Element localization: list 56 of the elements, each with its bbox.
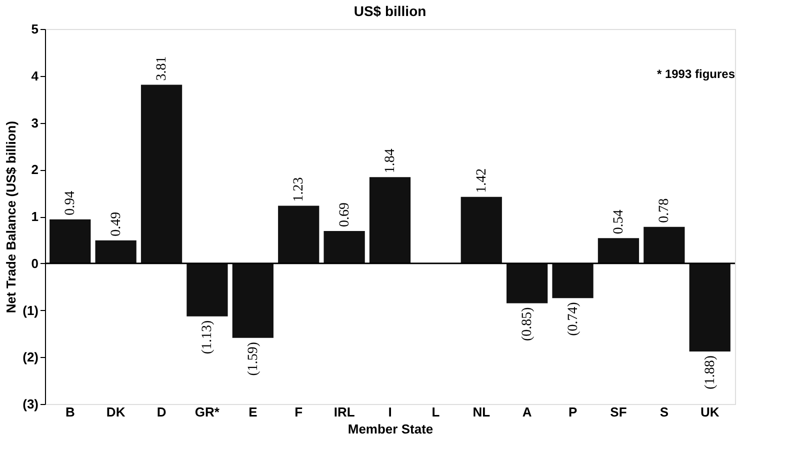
x-tick-label: I <box>388 404 392 420</box>
data-label: (1.59) <box>246 342 261 376</box>
y-tick-label: 0 <box>31 256 38 271</box>
bar <box>369 177 411 264</box>
x-tick-label: SF <box>610 404 627 420</box>
y-tick-label: 1 <box>31 209 38 224</box>
y-tick-label: 2 <box>31 162 38 178</box>
bar <box>598 238 640 264</box>
bar <box>552 263 594 298</box>
x-tick-label: NL <box>472 404 490 420</box>
x-tick-label: GR* <box>194 404 220 420</box>
y-tick-label: 3 <box>31 115 38 130</box>
bar <box>50 219 91 264</box>
data-label: (1.13) <box>200 320 216 354</box>
data-label: (0.74) <box>566 302 581 336</box>
data-label: 1.23 <box>292 177 307 202</box>
data-label: 0.94 <box>63 190 78 216</box>
annotation: * 1993 figures <box>656 67 736 81</box>
y-tick-label: 4 <box>31 68 40 84</box>
bar <box>232 263 274 338</box>
x-tick-label: L <box>432 404 440 420</box>
bar <box>460 196 502 264</box>
x-tick-label: S <box>660 404 669 420</box>
x-tick-label: IRL <box>334 404 355 420</box>
y-axis-title: Net Trade Balance (US$ billion) <box>4 120 19 314</box>
x-tick-label: P <box>568 404 578 420</box>
bar <box>186 263 228 316</box>
data-label: 3.81 <box>154 56 170 81</box>
bar <box>689 263 730 352</box>
bar <box>278 206 320 264</box>
x-tick-label: A <box>522 404 532 420</box>
x-tick-label: UK <box>700 404 720 420</box>
x-axis-title: Member State <box>348 422 434 436</box>
data-label: 1.84 <box>383 148 398 174</box>
x-tick-label: B <box>65 404 75 420</box>
data-label: (1.88) <box>702 355 718 390</box>
x-tick-label: F <box>294 404 303 420</box>
bar <box>644 226 685 264</box>
chart-title: US$ billion <box>354 3 426 19</box>
x-tick-label: E <box>248 404 258 420</box>
data-label: 0.54 <box>611 210 626 234</box>
y-tick-label: 5 <box>31 22 38 36</box>
bar <box>506 263 548 304</box>
data-label: 0.69 <box>337 202 352 228</box>
x-tick-label: D <box>156 404 166 420</box>
bar <box>140 84 182 264</box>
data-label: (0.85) <box>520 306 536 342</box>
data-label: 0.78 <box>657 198 672 223</box>
y-tick-label: (2) <box>22 350 38 365</box>
data-label: 0.49 <box>108 212 124 236</box>
x-tick-label: DK <box>106 404 126 420</box>
bar <box>324 231 365 264</box>
y-tick-label: (3) <box>22 396 38 412</box>
y-tick-label: (1) <box>22 302 38 318</box>
bar <box>95 240 136 264</box>
data-label: 1.42 <box>474 168 490 193</box>
